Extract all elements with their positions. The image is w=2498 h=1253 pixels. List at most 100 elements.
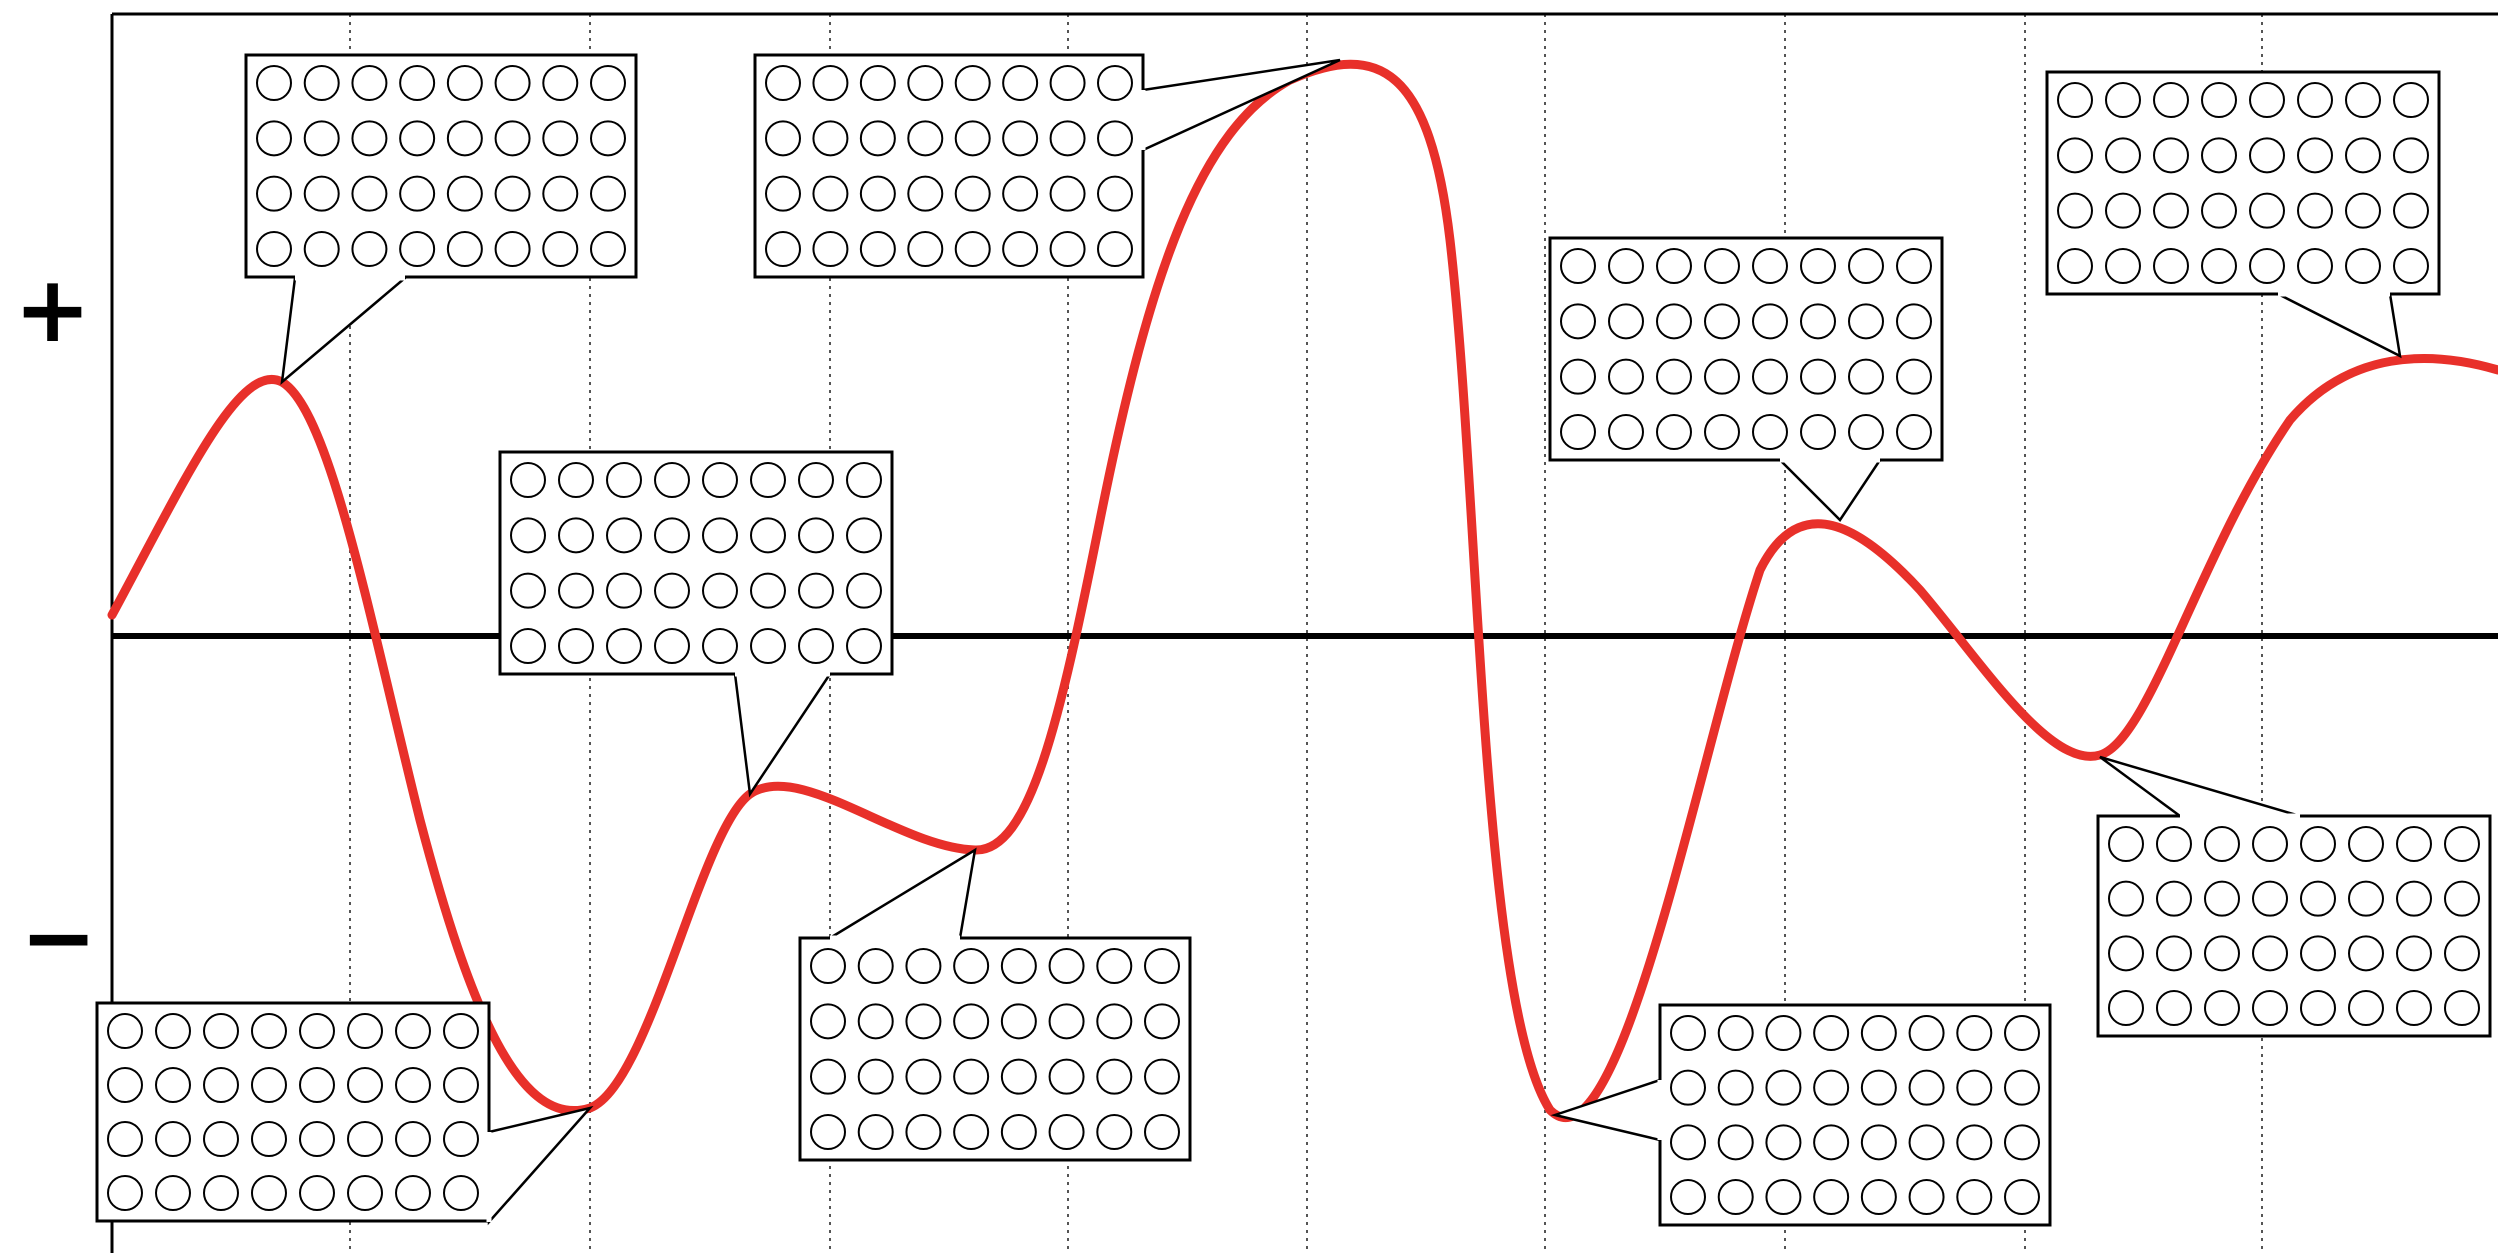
empty-circle: [1752, 414, 1788, 450]
empty-circle: [2297, 137, 2333, 174]
empty-circle: [1848, 303, 1884, 340]
empty-circle: [2444, 880, 2480, 917]
negative-sign-label: −: [20, 884, 98, 991]
empty-circle: [494, 120, 531, 157]
empty-circle: [606, 517, 642, 554]
empty-circle: [2300, 935, 2336, 972]
empty-circle: [1670, 1124, 1706, 1161]
callout-local-min-1: [798, 847, 1192, 1162]
empty-circle: [1717, 1069, 1754, 1106]
empty-circle: [399, 65, 436, 101]
empty-circle: [654, 462, 690, 498]
empty-circle: [542, 231, 579, 267]
empty-circle: [1000, 1114, 1037, 1150]
empty-circle: [1049, 175, 1086, 212]
empty-circle: [750, 462, 786, 498]
empty-circle: [1704, 303, 1740, 340]
empty-circle: [351, 120, 388, 157]
empty-circle: [1560, 414, 1596, 450]
empty-circle: [1908, 1015, 1945, 1051]
empty-circle: [1144, 1114, 1180, 1150]
empty-circle: [1765, 1124, 1802, 1161]
empty-circle: [810, 1114, 846, 1150]
empty-circle: [798, 628, 834, 664]
empty-circle: [2345, 248, 2381, 284]
empty-circle: [1800, 358, 1836, 395]
empty-circle: [1860, 1015, 1897, 1051]
empty-circle: [2201, 82, 2237, 118]
empty-circle: [954, 65, 991, 101]
empty-circle: [2393, 248, 2429, 284]
empty-circle: [1908, 1179, 1945, 1215]
empty-circle: [1670, 1179, 1706, 1215]
empty-circle: [2444, 826, 2480, 862]
empty-circle: [2396, 935, 2432, 972]
empty-circle: [907, 175, 944, 212]
empty-circle: [2396, 990, 2432, 1026]
empty-circle: [2105, 137, 2141, 174]
empty-circle: [810, 948, 846, 984]
empty-circle: [1752, 303, 1788, 340]
empty-circle: [399, 120, 436, 157]
empty-circle: [2153, 192, 2189, 229]
empty-circle: [155, 1121, 191, 1157]
callout-box: [1658, 1003, 2052, 1227]
empty-circle: [1002, 175, 1039, 212]
empty-circle: [299, 1013, 335, 1049]
empty-circle: [798, 462, 834, 498]
empty-circle: [1002, 231, 1039, 267]
empty-circle: [2300, 880, 2336, 917]
empty-circle: [155, 1175, 191, 1211]
empty-circle: [765, 175, 801, 212]
empty-circle: [1656, 358, 1692, 395]
empty-circle: [2300, 990, 2336, 1026]
empty-circle: [2108, 990, 2144, 1026]
empty-circle: [2348, 880, 2384, 917]
empty-circle: [2297, 248, 2333, 284]
callout-pointer: [1550, 1078, 1662, 1142]
empty-circle: [256, 65, 292, 101]
empty-circle: [1704, 358, 1740, 395]
positive-sign-label: +: [14, 256, 92, 363]
empty-circle: [905, 1058, 942, 1095]
empty-circle: [2057, 248, 2093, 284]
callout-local-max-1: [498, 450, 894, 798]
empty-circle: [1860, 1124, 1897, 1161]
empty-circle: [606, 628, 642, 664]
empty-circle: [1048, 1114, 1085, 1150]
empty-circle: [1656, 303, 1692, 340]
empty-circle: [443, 1067, 479, 1103]
empty-circle: [1670, 1015, 1706, 1051]
empty-circle: [510, 517, 546, 554]
empty-circle: [2396, 826, 2432, 862]
empty-circle: [446, 175, 483, 212]
empty-circle: [395, 1175, 431, 1211]
empty-circle: [1097, 65, 1133, 101]
empty-circle: [1560, 248, 1596, 284]
empty-circle: [812, 65, 849, 101]
empty-circle: [1048, 948, 1085, 984]
empty-circle: [702, 628, 738, 664]
empty-circle: [2345, 192, 2381, 229]
empty-circle: [1956, 1015, 1993, 1051]
empty-circle: [1096, 1058, 1133, 1095]
empty-circle: [810, 1003, 846, 1040]
empty-circle: [2201, 192, 2237, 229]
empty-circle: [1752, 248, 1788, 284]
empty-circle: [203, 1013, 239, 1049]
empty-circle: [750, 517, 786, 554]
empty-circle: [1848, 414, 1884, 450]
empty-circle: [590, 175, 626, 212]
empty-circle: [299, 1121, 335, 1157]
empty-circle: [1813, 1124, 1850, 1161]
empty-circle: [1048, 1058, 1085, 1095]
empty-circle: [954, 175, 991, 212]
empty-circle: [251, 1175, 287, 1211]
empty-circle: [2156, 990, 2192, 1026]
empty-circle: [1848, 358, 1884, 395]
empty-circle: [812, 120, 849, 157]
empty-circle: [1000, 1003, 1037, 1040]
empty-circle: [859, 175, 896, 212]
empty-circle: [953, 1058, 990, 1095]
empty-circle: [395, 1013, 431, 1049]
